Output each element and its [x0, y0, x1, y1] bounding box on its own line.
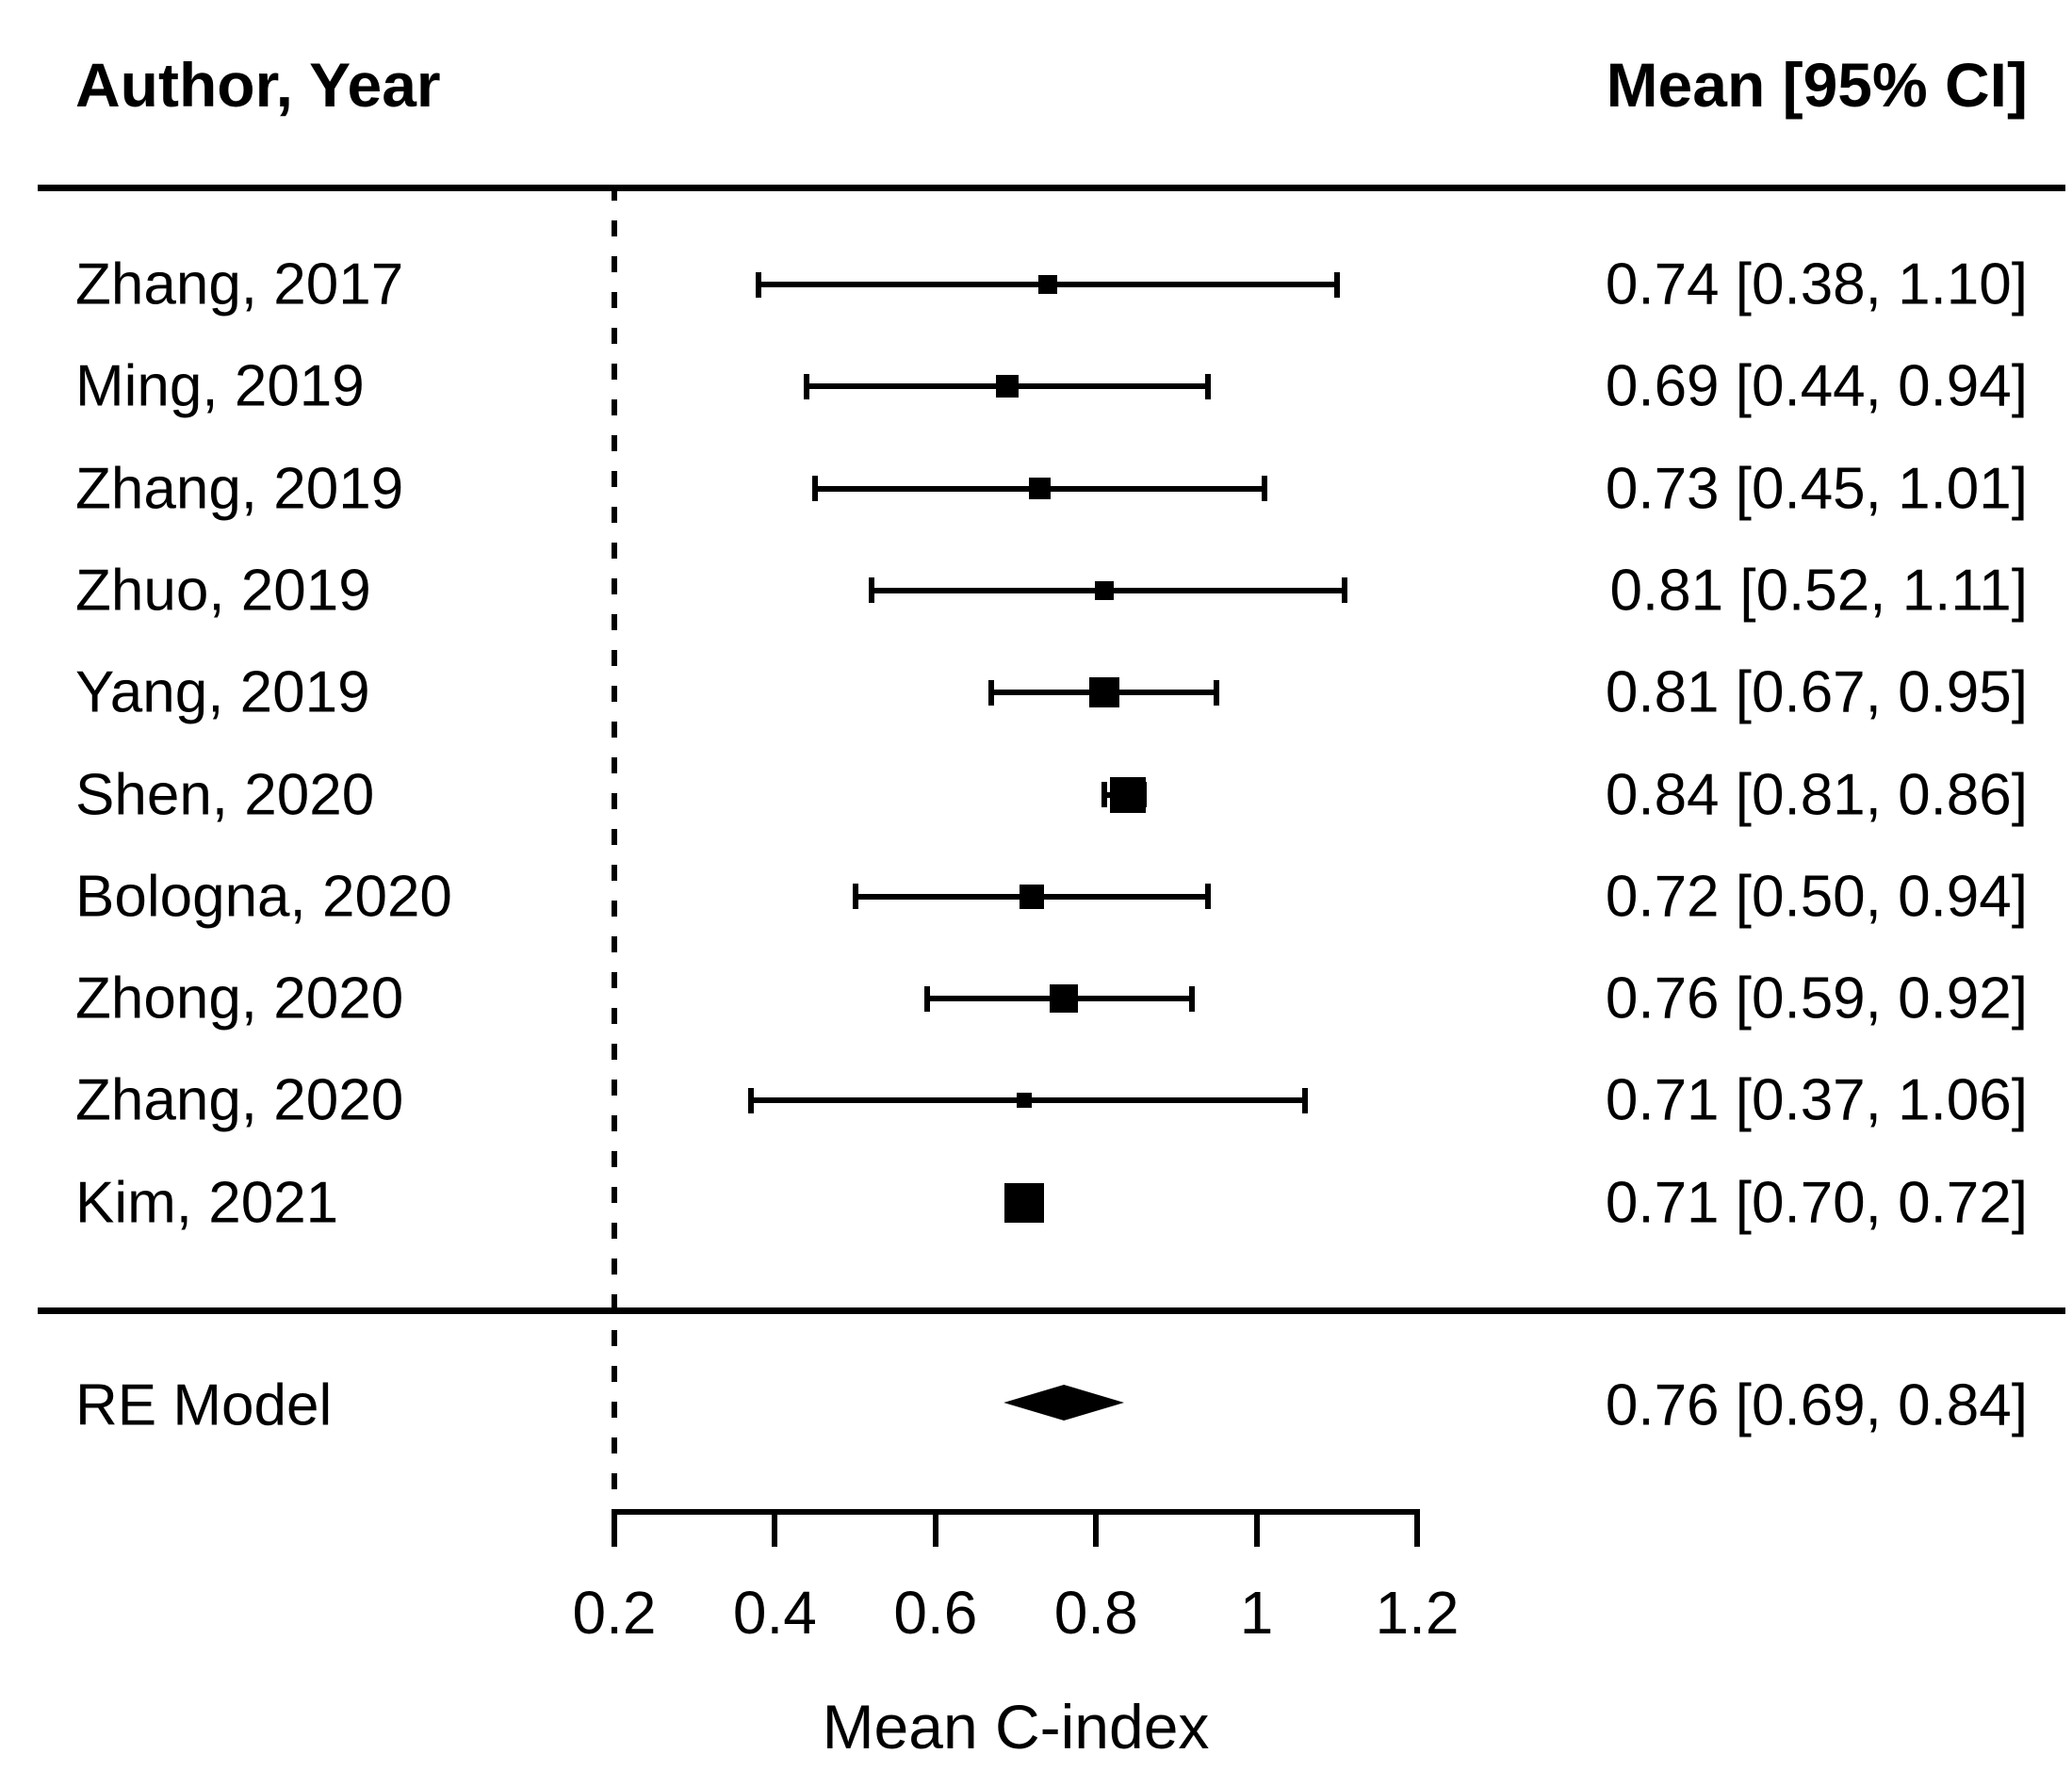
study-label: Yang, 2019: [75, 659, 370, 725]
column-header-mean-ci: Mean [95% CI]: [1606, 50, 2028, 120]
x-axis-tick: [932, 1509, 938, 1547]
x-axis-tick: [1093, 1509, 1100, 1547]
x-axis-line: [612, 1509, 1420, 1515]
study-value: 0.81 [0.52, 1.11]: [1609, 558, 2028, 624]
x-axis-tick: [612, 1509, 617, 1547]
study-label: Zhang, 2020: [75, 1067, 404, 1133]
study-point-marker: [1029, 478, 1052, 500]
study-label: Zhang, 2019: [75, 456, 404, 522]
x-axis-tick-label: 1: [1239, 1579, 1274, 1647]
study-label: Zhang, 2017: [75, 252, 404, 317]
ci-cap-left: [852, 884, 858, 910]
ci-cap-right: [1214, 679, 1219, 706]
study-point-marker: [1094, 580, 1114, 600]
study-label: Ming, 2019: [75, 353, 365, 419]
column-header-author-year: Author, Year: [75, 50, 441, 120]
study-point-marker: [1016, 1093, 1032, 1109]
x-axis-tick-label: 0.4: [732, 1579, 817, 1647]
x-axis-tick: [772, 1509, 778, 1547]
ci-cap-right: [1205, 373, 1212, 399]
study-point-marker: [1038, 275, 1058, 294]
x-axis-tick-label: 0.6: [893, 1579, 978, 1647]
study-value: 0.69 [0.44, 0.94]: [1605, 353, 2028, 419]
study-value: 0.81 [0.67, 0.95]: [1605, 659, 2028, 725]
summary-row-value: 0.76 [0.69, 0.84]: [1605, 1372, 2028, 1438]
ci-cap-left: [924, 985, 931, 1012]
ci-cap-right: [1262, 476, 1268, 502]
x-axis-title: Mean C-index: [822, 1692, 1210, 1762]
ci-cap-right: [1189, 985, 1196, 1012]
ci-cap-left: [1101, 782, 1107, 807]
ci-cap-left: [747, 1087, 754, 1113]
study-point-marker: [1050, 984, 1079, 1014]
study-value: 0.76 [0.59, 0.92]: [1605, 966, 2028, 1031]
study-label: Bologna, 2020: [75, 864, 452, 930]
x-axis-tick: [1253, 1509, 1260, 1547]
ci-cap-left: [756, 271, 762, 298]
study-value: 0.84 [0.81, 0.86]: [1605, 762, 2028, 827]
header-separator-line: [38, 185, 2065, 191]
study-label: Kim, 2021: [75, 1170, 339, 1236]
ci-cap-left: [804, 373, 810, 399]
ci-cap-right: [1333, 271, 1340, 298]
reference-dashed-line: [612, 185, 617, 1510]
x-axis-tick-label: 0.8: [1053, 1579, 1138, 1647]
x-axis-tick: [1414, 1509, 1420, 1547]
study-value: 0.71 [0.70, 0.72]: [1605, 1170, 2028, 1236]
ci-cap-left: [868, 577, 874, 604]
study-label: Shen, 2020: [75, 762, 375, 827]
summary-diamond-marker: [1003, 1385, 1125, 1421]
study-point-marker: [1020, 884, 1045, 909]
ci-cap-left: [988, 679, 995, 706]
study-value: 0.74 [0.38, 1.10]: [1605, 252, 2028, 317]
x-axis-tick-label: 0.2: [572, 1579, 657, 1647]
study-value: 0.72 [0.50, 0.94]: [1605, 864, 2028, 930]
study-point-marker: [1003, 1182, 1044, 1223]
ci-cap-right: [1342, 577, 1348, 604]
study-point-marker: [1088, 677, 1119, 708]
study-label: Zhuo, 2019: [75, 558, 371, 624]
summary-separator-line: [38, 1307, 2065, 1314]
ci-cap-left: [812, 476, 818, 502]
study-point-marker: [996, 375, 1020, 398]
study-value: 0.71 [0.37, 1.06]: [1605, 1067, 2028, 1133]
study-value: 0.73 [0.45, 1.01]: [1605, 456, 2028, 522]
ci-cap-right: [1205, 884, 1212, 910]
ci-cap-right: [1301, 1087, 1308, 1113]
study-point-marker: [1110, 776, 1147, 813]
summary-row-label: RE Model: [75, 1372, 333, 1438]
study-label: Zhong, 2020: [75, 966, 404, 1031]
x-axis-tick-label: 1.2: [1375, 1579, 1460, 1647]
